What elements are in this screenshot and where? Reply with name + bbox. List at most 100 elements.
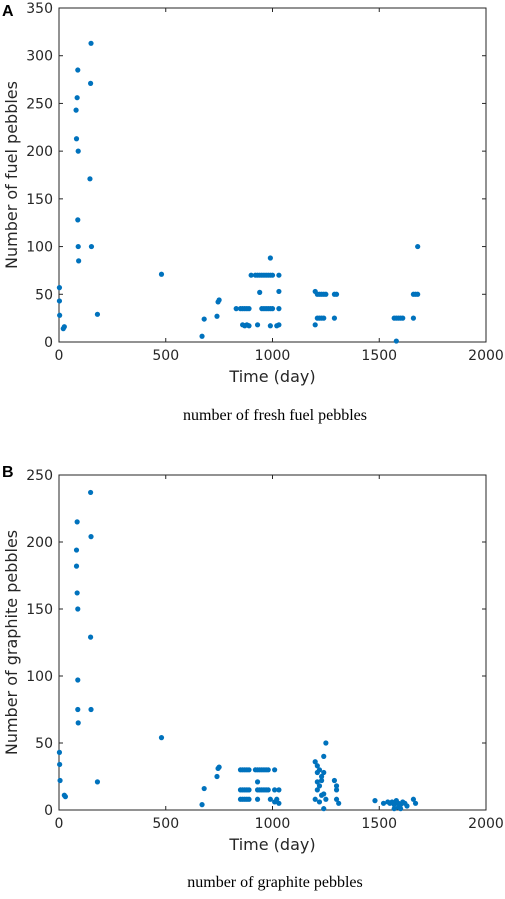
data-point [272,787,278,793]
data-point [321,806,327,812]
data-point [314,787,320,793]
data-point [246,323,252,329]
y-axis-label: Number of graphite pebbles [2,530,21,755]
figure-caption: number of fresh fuel pebbles [183,407,367,424]
data-point [214,773,220,780]
data-point [88,706,94,713]
data-point [246,787,252,793]
data-point [201,785,207,792]
y-tick-label: 0 [44,803,53,819]
x-axis-label: Time (day) [228,367,315,386]
data-point [312,322,318,328]
data-point [316,799,323,805]
data-point [248,272,254,278]
data-point [216,297,222,303]
data-point [269,306,276,312]
panel-a: 0 500 1000 1500 2000 0 50 100 150 200 250 300 350 Tim… [2,1,504,424]
data-point [321,769,327,776]
data-point [87,489,94,496]
y-tick-label: 100 [26,240,53,256]
data-point [393,338,399,344]
data-point [57,761,63,768]
data-point [87,80,94,86]
data-point [62,794,69,800]
data-point [87,634,94,640]
data-point [61,324,67,330]
data-point [76,258,82,264]
data-point [57,777,63,784]
data-point [233,306,239,312]
data-point [199,802,205,808]
x-tick-label: 1500 [361,816,397,832]
data-point [319,777,325,784]
figure-caption: number of graphite pebbles [187,874,363,891]
data-point [336,800,342,806]
y-tick-label: 0 [44,335,53,351]
data-point [199,333,205,339]
data-point [74,590,80,596]
data-point [73,547,80,553]
data-point [74,519,80,525]
data-point [88,534,94,540]
y-tick-label: 250 [26,468,53,484]
data-point [333,291,340,297]
y-tick-label: 200 [26,144,53,160]
data-point [267,255,273,261]
y-tick-label: 50 [35,287,53,303]
panel-label: A [2,3,14,20]
data-point [214,313,220,319]
x-tick-label: 2000 [468,816,504,832]
data-point [88,243,95,250]
y-tick-label: 150 [26,192,53,208]
data-point [265,787,271,793]
data-point [201,316,207,322]
data-point [404,803,410,809]
data-point [94,311,101,317]
data-point [265,767,271,773]
data-point [410,315,417,321]
data-point [415,291,421,297]
data-point [312,759,318,765]
x-tick-label: 1000 [255,816,291,832]
data-point [267,796,273,802]
data-point [75,606,81,612]
data-point [57,312,63,318]
x-tick-label: 2000 [468,348,504,364]
data-point [254,796,261,802]
x-tick-label: 1500 [361,348,397,364]
axes-frame [58,7,487,343]
data-point [333,796,340,802]
data-point [333,787,340,793]
data-point [321,315,327,321]
x-axis-label: Time (day) [228,835,315,854]
x-tick-label: 500 [152,348,179,364]
data-point [391,806,397,812]
y-axis-label: Number of fuel pebbles [2,81,21,269]
data-point [267,323,273,329]
data-point [321,753,327,760]
data-point [400,315,406,321]
data-point [88,40,94,46]
data-point [158,735,165,741]
data-point [410,796,417,802]
x-tick-label: 0 [55,816,64,832]
data-point [269,272,276,278]
data-point [276,272,282,278]
x-tick-label: 500 [152,816,179,832]
y-tick-label: 300 [26,49,53,65]
data-point [415,243,421,250]
data-point [74,95,80,101]
data-point [75,148,81,154]
data-point [412,800,419,806]
data-point [75,706,81,713]
data-point [276,288,282,295]
data-point [246,796,252,802]
y-tick-label: 350 [26,1,53,17]
data-point [391,802,397,808]
data-point [333,783,340,789]
data-point [246,767,252,773]
data-point [331,777,338,784]
data-point [372,798,378,804]
y-tick-label: 150 [26,602,53,618]
